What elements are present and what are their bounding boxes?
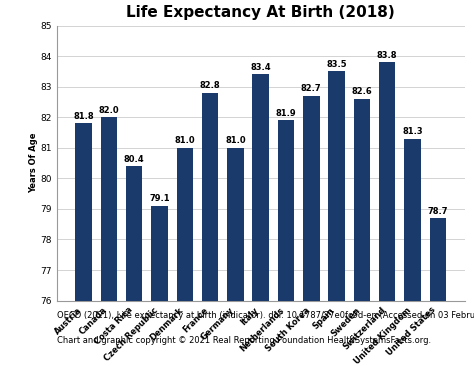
Text: Chart and graphic copyright © 2021 Real Reporting Foundation HealthSystemsFacts.: Chart and graphic copyright © 2021 Real … (57, 336, 431, 345)
Bar (151, 206, 168, 300)
Title: Life Expectancy At Birth (2018): Life Expectancy At Birth (2018) (127, 5, 395, 20)
Y-axis label: Years Of Age: Years Of Age (29, 133, 38, 193)
Text: 83.4: 83.4 (250, 63, 271, 72)
Text: 80.4: 80.4 (124, 155, 145, 164)
Text: 83.8: 83.8 (377, 51, 397, 60)
Bar (303, 96, 319, 300)
Bar (278, 120, 294, 300)
Bar (404, 139, 421, 300)
Text: 79.1: 79.1 (149, 194, 170, 203)
Bar (202, 93, 219, 300)
Text: 82.6: 82.6 (352, 87, 372, 97)
Text: 83.5: 83.5 (326, 60, 347, 69)
Text: 82.7: 82.7 (301, 85, 321, 93)
Bar (177, 148, 193, 300)
Text: 82.0: 82.0 (99, 106, 119, 115)
Text: 81.8: 81.8 (73, 112, 94, 121)
Text: 81.0: 81.0 (174, 137, 195, 145)
Bar (227, 148, 244, 300)
Text: 78.7: 78.7 (428, 207, 448, 216)
Text: 81.9: 81.9 (276, 109, 296, 118)
Bar (126, 166, 143, 300)
Bar (354, 99, 370, 300)
Text: 81.3: 81.3 (402, 127, 423, 136)
Bar (429, 218, 446, 300)
Bar (100, 117, 117, 300)
Bar (75, 123, 92, 300)
Text: 81.0: 81.0 (225, 137, 246, 145)
Text: OECD (2021), Life expectancy at birth (indicator). doi: 10.1787/27e0fc9d-en (Acc: OECD (2021), Life expectancy at birth (i… (57, 311, 474, 320)
Bar (253, 75, 269, 300)
Bar (379, 62, 395, 300)
Text: 82.8: 82.8 (200, 81, 220, 90)
Bar (328, 71, 345, 300)
